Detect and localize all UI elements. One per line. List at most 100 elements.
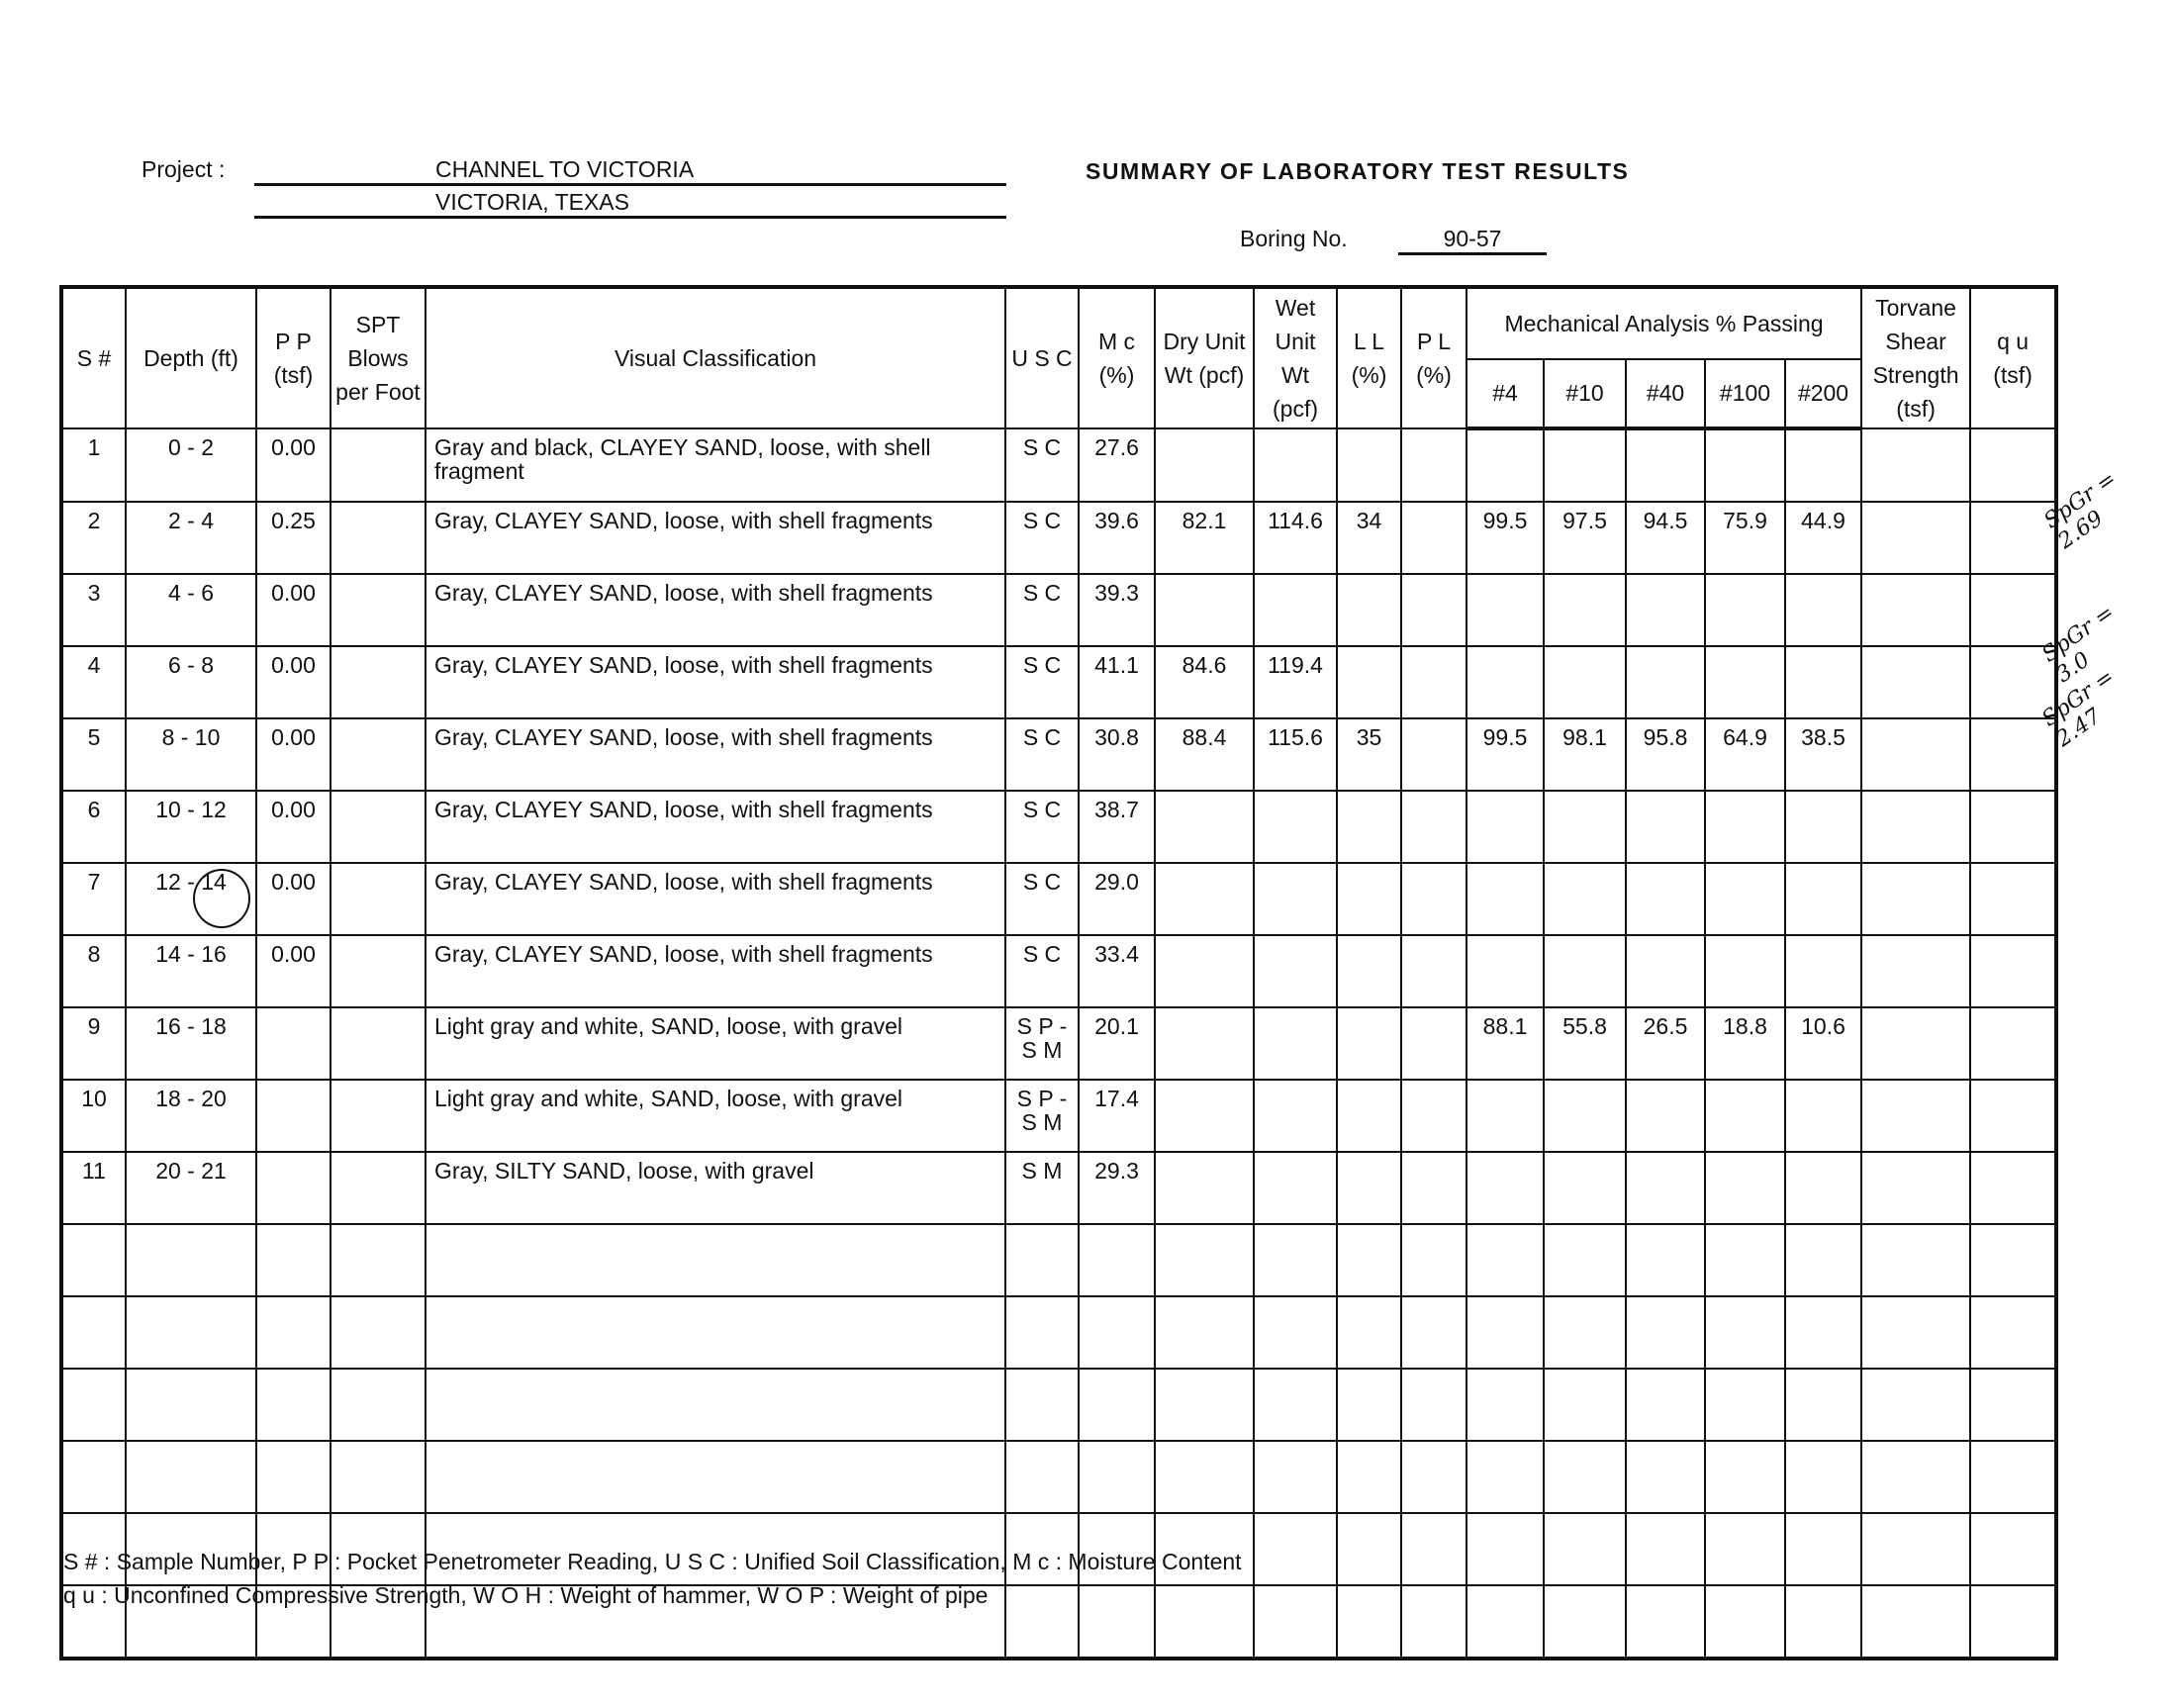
cell-depth: 4 - 6: [125, 573, 257, 647]
cell-s: 9: [60, 1006, 127, 1081]
cell-depth: 0 - 2: [125, 427, 257, 503]
cell-qu: [1969, 573, 2058, 647]
cell-usc: S M: [1004, 1151, 1080, 1225]
boring-label: Boring No.: [1240, 226, 1348, 251]
cell-ll: [1336, 862, 1402, 936]
cell-mc: 39.3: [1078, 573, 1156, 647]
cell-pp: 0.25: [255, 501, 331, 575]
empty-cell: [1783, 1440, 1863, 1514]
empty-cell: [1336, 1584, 1402, 1660]
cell-dry: [1154, 862, 1255, 936]
cell-ll: [1336, 427, 1402, 503]
cell-p100: [1704, 645, 1786, 719]
empty-row: [60, 1223, 2058, 1297]
empty-row: [60, 1440, 2058, 1514]
empty-cell: [1704, 1223, 1786, 1297]
cell-pp: 0.00: [255, 862, 331, 936]
cell-p10: [1543, 573, 1627, 647]
empty-cell: [330, 1584, 426, 1660]
cell-usc: S P - S M: [1004, 1006, 1080, 1081]
cell-dry: [1154, 1006, 1255, 1081]
table-row: 9 16 - 18 Light gray and white, SAND, loos…: [60, 1006, 2058, 1081]
cell-tv: [1860, 1006, 1972, 1081]
cell-p40: 26.5: [1625, 1006, 1706, 1081]
empty-cell: [1969, 1295, 2058, 1370]
table-row: 7 12 - 14 0.00 Gray, CLAYEY SAND, loose, wi…: [60, 862, 2058, 936]
empty-cell: [60, 1223, 127, 1297]
empty-cell: [125, 1512, 257, 1586]
cell-ll: 34: [1336, 501, 1402, 575]
cell-p10: [1543, 1079, 1627, 1153]
cell-wet: [1253, 934, 1338, 1008]
cell-desc: Gray, CLAYEY SAND, loose, with shell fra…: [425, 501, 1006, 575]
results-table: S # Depth (ft) P P (tsf) SPT Blows per F…: [59, 285, 2059, 1661]
cell-desc: Gray, CLAYEY SAND, loose, with shell fra…: [425, 862, 1006, 936]
cell-mc: 41.1: [1078, 645, 1156, 719]
cell-spt: [330, 862, 426, 936]
table-row: 10 18 - 20 Light gray and white, SAND, loo…: [60, 1079, 2058, 1153]
empty-cell: [425, 1368, 1006, 1442]
empty-cell: [1336, 1223, 1402, 1297]
cell-ll: [1336, 573, 1402, 647]
cell-p200: [1783, 934, 1863, 1008]
empty-cell: [1154, 1223, 1255, 1297]
empty-cell: [1400, 1440, 1467, 1514]
cell-wet: [1253, 573, 1338, 647]
empty-cell: [1336, 1295, 1402, 1370]
cell-usc: S C: [1004, 645, 1080, 719]
cell-p40: [1625, 573, 1706, 647]
cell-p40: [1625, 645, 1706, 719]
cell-pp: 0.00: [255, 573, 331, 647]
cell-p200: [1783, 573, 1863, 647]
cell-p100: [1704, 934, 1786, 1008]
cell-p10: [1543, 645, 1627, 719]
empty-cell: [1704, 1440, 1786, 1514]
empty-cell: [1625, 1440, 1706, 1514]
cell-mc: 30.8: [1078, 717, 1156, 792]
project-label: Project :: [142, 156, 226, 182]
empty-cell: [1466, 1440, 1545, 1514]
boring-number: 90-57: [1398, 226, 1547, 255]
empty-cell: [1004, 1223, 1080, 1297]
cell-qu: [1969, 717, 2058, 792]
cell-p4: 88.1: [1466, 1006, 1545, 1081]
empty-cell: [1543, 1584, 1627, 1660]
cell-p10: 55.8: [1543, 1006, 1627, 1081]
cell-p10: [1543, 862, 1627, 936]
footnote: S # : Sample Number, P P : Pocket Penetr…: [63, 1549, 1242, 1574]
cell-pp: [255, 1006, 331, 1081]
table-row: 6 10 - 12 0.00 Gray, CLAYEY SAND, loose, wi…: [60, 790, 2058, 864]
cell-pl: [1400, 501, 1467, 575]
empty-cell: [1543, 1440, 1627, 1514]
empty-cell: [330, 1440, 426, 1514]
header-sieve: #4: [1466, 357, 1545, 431]
empty-cell: [60, 1584, 127, 1660]
header-wet: Wet Unit Wt (pcf): [1253, 286, 1338, 429]
cell-usc: S C: [1004, 573, 1080, 647]
empty-row: [60, 1295, 2058, 1370]
empty-cell: [1078, 1368, 1156, 1442]
cell-s: 3: [60, 573, 127, 647]
cell-pl: [1400, 934, 1467, 1008]
empty-cell: [1860, 1295, 1972, 1370]
cell-p100: [1704, 427, 1786, 503]
header-s: S #: [60, 286, 127, 429]
cell-p4: [1466, 934, 1545, 1008]
empty-cell: [1783, 1295, 1863, 1370]
project-location: VICTORIA, TEXAS: [254, 189, 1006, 219]
empty-cell: [1704, 1368, 1786, 1442]
header-pp: P P (tsf): [255, 286, 331, 429]
header-visual: Visual Classification: [425, 286, 1006, 429]
empty-cell: [255, 1223, 331, 1297]
empty-cell: [1078, 1584, 1156, 1660]
empty-cell: [1466, 1295, 1545, 1370]
cell-tv: [1860, 934, 1972, 1008]
cell-pl: [1400, 862, 1467, 936]
empty-cell: [1253, 1295, 1338, 1370]
cell-p10: [1543, 427, 1627, 503]
cell-pl: [1400, 717, 1467, 792]
empty-cell: [1253, 1584, 1338, 1660]
header-depth: Depth (ft): [125, 286, 257, 429]
